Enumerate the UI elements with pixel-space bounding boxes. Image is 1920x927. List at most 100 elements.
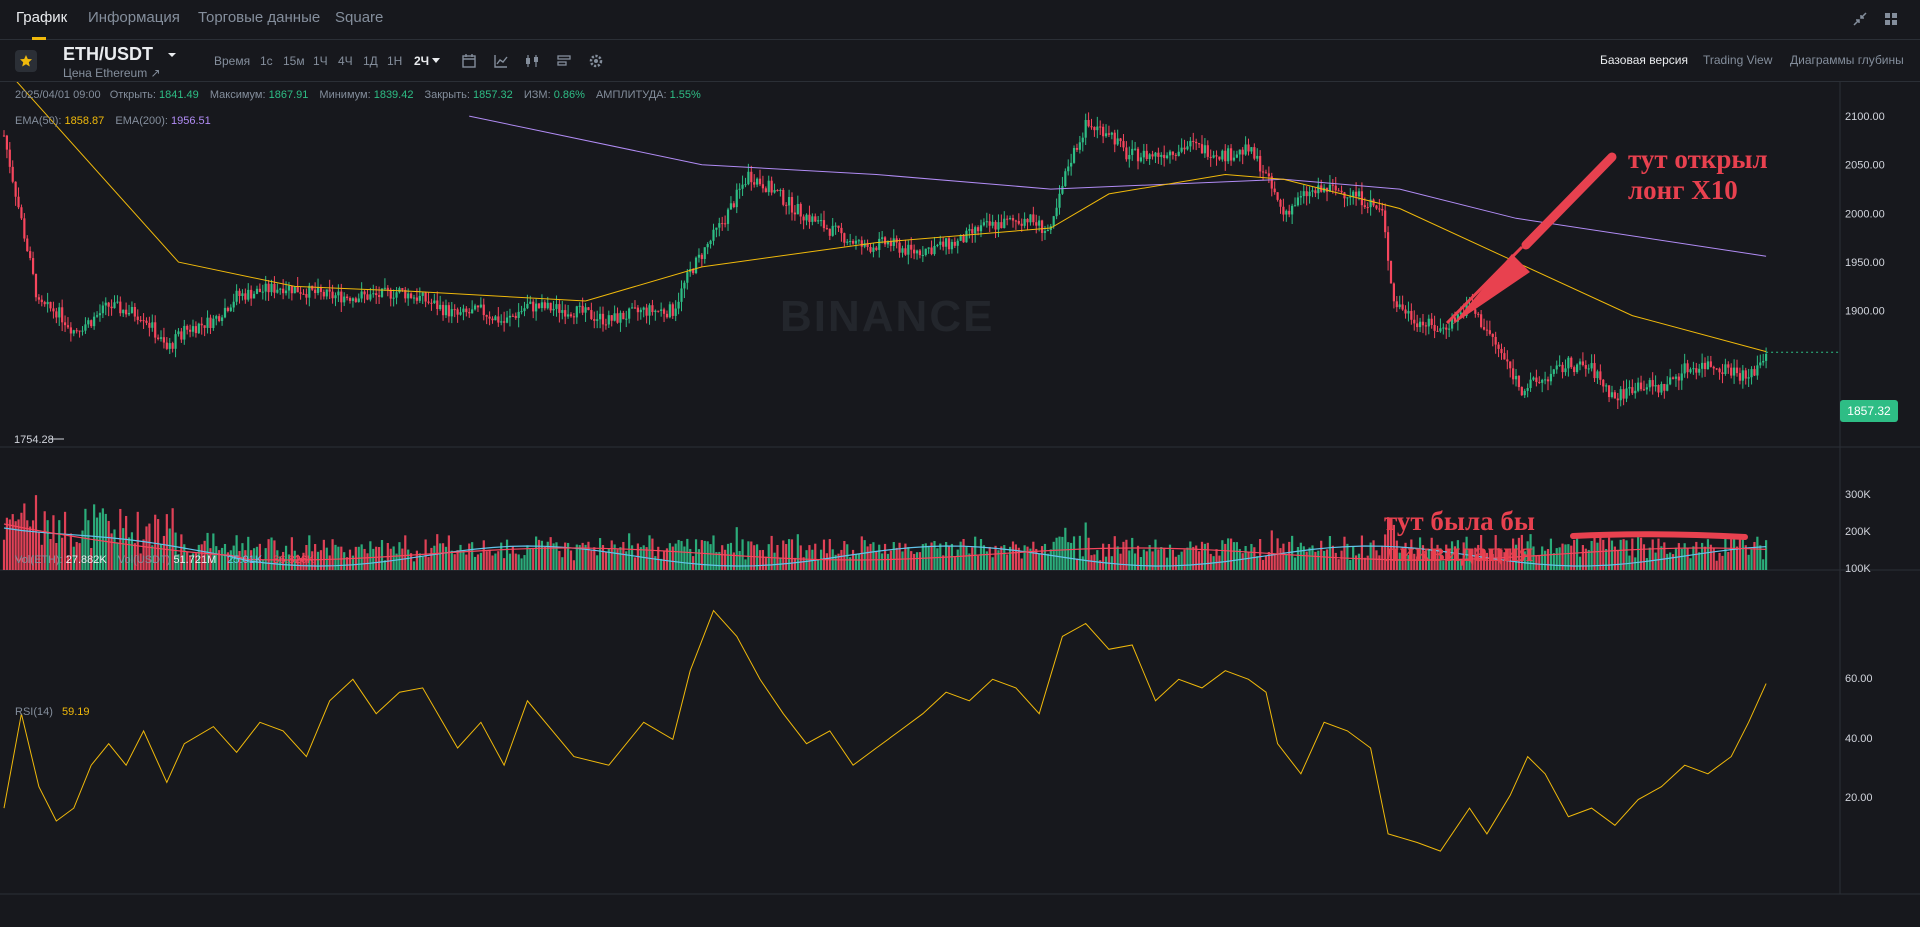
candle-body xyxy=(1401,304,1404,310)
volume-bar xyxy=(1744,545,1747,570)
volume-bar xyxy=(1203,543,1206,570)
candlestick-type-icon[interactable] xyxy=(524,53,540,69)
candle-body xyxy=(593,319,596,321)
layout-grid-icon[interactable] xyxy=(1883,11,1899,27)
volume-bar xyxy=(924,543,927,570)
candle-body xyxy=(17,196,20,208)
candle-body xyxy=(2,135,6,137)
candle-body xyxy=(482,304,485,316)
volume-bar xyxy=(982,545,986,570)
interval-4h[interactable]: 4Ч xyxy=(338,54,353,68)
volume-bar xyxy=(735,527,738,570)
volume-bar xyxy=(1081,556,1084,570)
candle-body xyxy=(78,330,81,332)
favorite-star-button[interactable] xyxy=(15,50,37,72)
volume-bar xyxy=(165,514,168,570)
candle-body xyxy=(113,302,116,309)
candle-body xyxy=(447,305,450,317)
volume-bar xyxy=(610,540,613,570)
volume-bar xyxy=(1241,553,1244,570)
candle-body xyxy=(1072,147,1076,163)
price-tick-label: 2100.00 xyxy=(1845,111,1885,123)
volume-bar xyxy=(523,555,526,570)
volume-bar xyxy=(46,520,49,570)
tab-square[interactable]: Square xyxy=(335,9,384,26)
interval-dropdown-icon[interactable] xyxy=(432,58,440,64)
interval-15m[interactable]: 15м xyxy=(283,54,305,68)
candle-body xyxy=(1337,190,1340,192)
candle-body xyxy=(296,286,299,293)
volume-bar xyxy=(17,519,20,570)
candle-body xyxy=(1494,336,1497,345)
candle-body xyxy=(488,316,491,319)
volume-bar xyxy=(805,550,808,570)
candle-body xyxy=(1445,327,1448,330)
volume-bar xyxy=(1325,549,1329,570)
interval-1w[interactable]: 1Н xyxy=(387,54,403,68)
interval-2h[interactable]: 2Ч xyxy=(414,54,430,68)
volume-bar xyxy=(450,550,453,570)
candle-body xyxy=(633,307,637,309)
volume-bar xyxy=(58,520,61,570)
tab-trading-data[interactable]: Торговые данные xyxy=(198,9,321,26)
volume-bar xyxy=(1529,534,1532,570)
volume-bar xyxy=(1520,534,1523,570)
volume-bar xyxy=(1288,541,1291,570)
volume-bar xyxy=(1622,539,1625,570)
candle-body xyxy=(846,241,849,243)
pair-subtitle-link[interactable]: Цена Ethereum ↗ xyxy=(63,66,161,80)
candle-body xyxy=(613,313,616,321)
open-label: Открыть: xyxy=(109,89,156,101)
volume-bar xyxy=(1517,537,1521,570)
indicators-icon[interactable] xyxy=(493,53,509,69)
volume-bar xyxy=(433,545,436,570)
candle-body xyxy=(578,305,581,307)
price-tick-label: 2050.00 xyxy=(1845,160,1885,172)
volume-bar xyxy=(1401,546,1404,570)
interval-1s[interactable]: 1с xyxy=(260,54,273,68)
chart-canvas[interactable]: 2100.002050.002000.001950.001900.001800.… xyxy=(0,82,1920,895)
volume-bar xyxy=(1619,539,1622,570)
chart-area[interactable]: BINANCE 2100.00 2050.00 2000.00 1950.00 1900… xyxy=(0,82,1920,895)
tab-info[interactable]: Информация xyxy=(88,9,180,26)
volume-bar xyxy=(1599,535,1602,570)
candle-body xyxy=(1619,389,1622,401)
candle-body xyxy=(261,291,264,293)
interval-1d[interactable]: 1Д xyxy=(363,54,378,68)
volume-bar xyxy=(782,540,785,570)
candle-body xyxy=(572,316,576,318)
candle-body xyxy=(569,314,573,317)
volume-bar xyxy=(625,551,628,570)
candle-body xyxy=(430,302,433,304)
candle-body xyxy=(1474,309,1477,314)
vol-usdt-label: Vol(USDT) xyxy=(117,554,171,566)
volume-bar xyxy=(441,543,445,570)
collapse-icon[interactable] xyxy=(1852,11,1868,27)
volume-bar xyxy=(1314,551,1317,570)
volume-bar xyxy=(1337,559,1340,570)
layout-settings-icon[interactable] xyxy=(556,53,572,69)
view-depth-chart[interactable]: Диаграммы глубины xyxy=(1790,53,1904,67)
volume-bar xyxy=(546,541,549,570)
candle-body xyxy=(639,309,642,313)
candle-body xyxy=(645,307,648,316)
volume-bar xyxy=(869,543,872,570)
volume-bar xyxy=(1154,539,1157,570)
trading-pair-title[interactable]: ETH/USDT xyxy=(63,44,153,64)
interval-time[interactable]: Время xyxy=(214,54,251,68)
candle-body xyxy=(1651,380,1654,387)
candle-body xyxy=(49,301,52,309)
candle-body xyxy=(619,312,622,323)
chevron-down-icon[interactable] xyxy=(167,50,177,60)
calendar-icon[interactable] xyxy=(461,53,477,69)
volume-bar xyxy=(1596,542,1599,570)
candle-body xyxy=(1052,216,1055,227)
candle-body xyxy=(159,337,163,339)
view-basic[interactable]: Базовая версия xyxy=(1600,53,1688,67)
gear-icon[interactable] xyxy=(588,53,604,69)
tab-chart[interactable]: График xyxy=(16,9,68,26)
volume-bar xyxy=(674,543,677,570)
view-tradingview[interactable]: Trading View xyxy=(1703,53,1773,67)
change-label: ИЗМ: xyxy=(523,89,551,101)
interval-1h[interactable]: 1Ч xyxy=(313,54,328,68)
